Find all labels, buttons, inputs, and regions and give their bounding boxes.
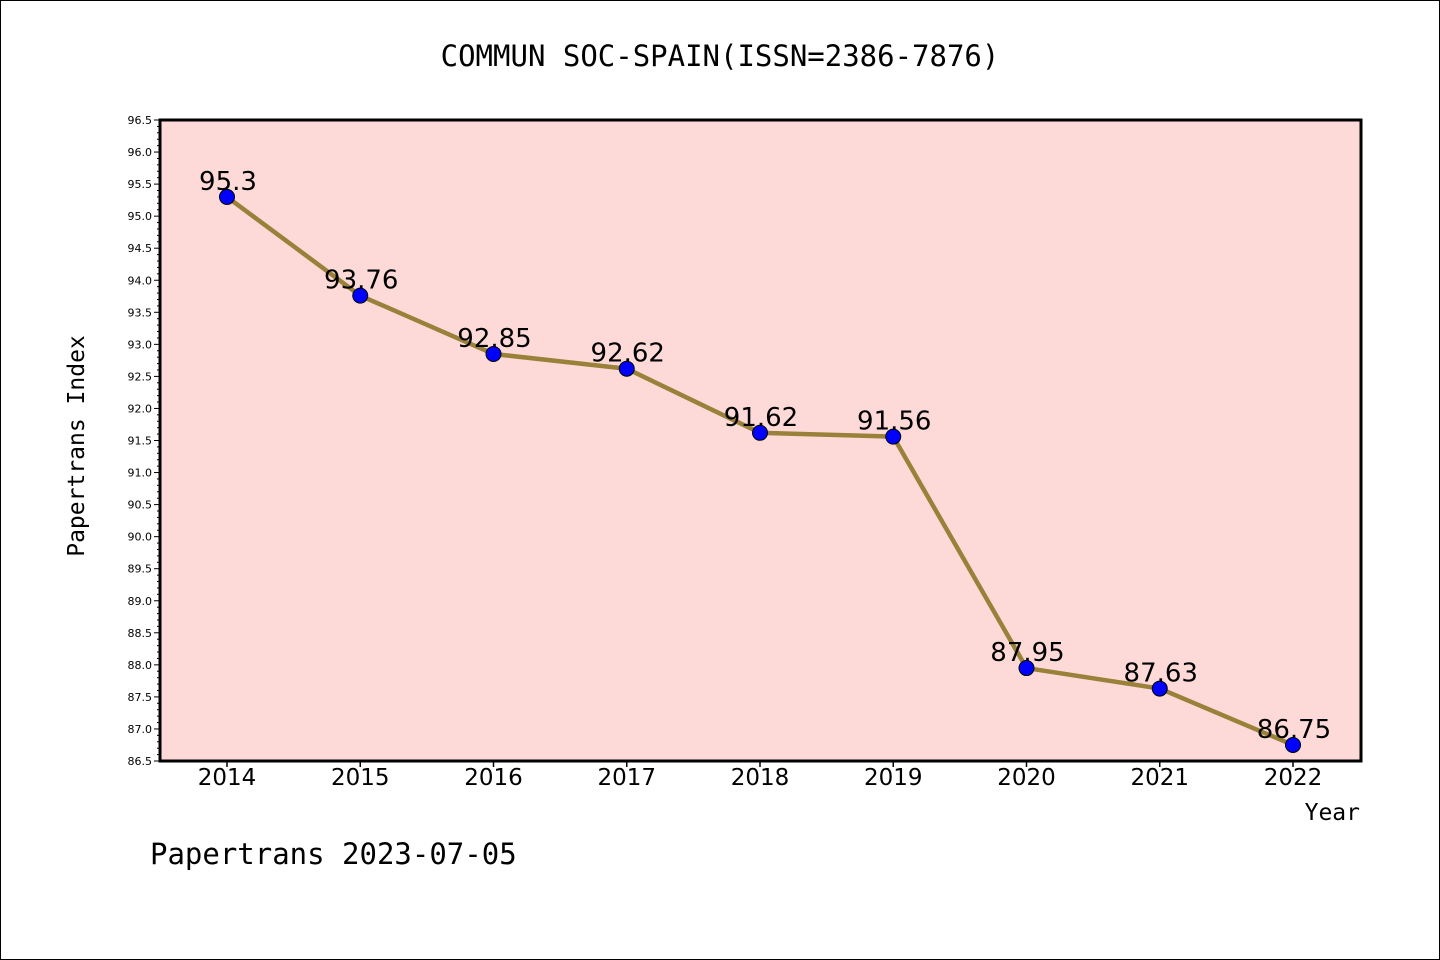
x-tick-label: 2020: [997, 765, 1056, 791]
x-tick-label: 2017: [597, 765, 656, 791]
y-tick-label: 92.5: [128, 370, 153, 383]
data-label: 92.85: [457, 324, 531, 354]
x-axis-label: Year: [1305, 800, 1360, 826]
y-tick-label: 94.0: [128, 274, 153, 287]
x-tick-label: 2022: [1264, 765, 1323, 791]
y-tick-label: 89.0: [128, 595, 153, 608]
y-tick-label: 93.5: [128, 306, 153, 319]
y-tick-label: 92.0: [128, 402, 153, 415]
data-markers: [219, 188, 1301, 753]
data-label: 92.62: [591, 339, 665, 369]
y-tick-label: 95.0: [128, 210, 153, 223]
y-tick-label: 87.0: [128, 723, 153, 736]
data-label: 93.76: [324, 266, 398, 296]
data-point: [352, 287, 369, 304]
data-point: [752, 424, 768, 441]
data-label: 91.62: [724, 403, 798, 433]
y-tick-label: 94.5: [128, 242, 153, 255]
data-point: [219, 188, 235, 205]
x-tick-label: 2018: [731, 765, 790, 791]
y-tick-label: 87.5: [128, 691, 153, 704]
y-tick-label: 91.5: [128, 435, 153, 448]
data-label: 95.3: [199, 167, 257, 197]
y-tick-label: 96.5: [128, 114, 153, 127]
y-tick-label: 86.5: [128, 755, 153, 768]
data-point: [1151, 680, 1168, 697]
data-point: [485, 345, 502, 362]
x-axis: 2014 2015 2016 2017 2018 2019 2020 2021 2022: [198, 761, 1323, 791]
y-tick-label: 96.0: [128, 146, 153, 159]
x-tick-label: 2021: [1130, 765, 1189, 791]
y-tick-label: 89.5: [128, 563, 153, 576]
x-tick-label: 2014: [198, 765, 257, 791]
footer-text: Papertrans 2023-07-05: [150, 837, 517, 871]
data-label: 91.56: [857, 407, 931, 437]
data-point: [885, 428, 902, 445]
y-tick-label: 95.5: [128, 178, 153, 191]
y-axis: 86.5 87.0 87.5 88.0 88.5 89.0 89.5 90.0 90.5 91.0…: [128, 114, 160, 768]
y-tick-label: 88.0: [128, 659, 153, 672]
data-point: [1285, 736, 1301, 753]
data-label: 87.63: [1124, 659, 1198, 689]
y-tick-label: 90.5: [128, 499, 153, 512]
y-tick-label: 88.5: [128, 627, 153, 640]
x-tick-label: 2015: [331, 765, 390, 791]
y-axis-label: Papertrans Index: [64, 335, 90, 557]
chart-title: COMMUN SOC-SPAIN(ISSN=2386-7876): [441, 39, 1000, 73]
data-label: 86.75: [1257, 715, 1331, 745]
data-point: [1018, 660, 1035, 677]
x-tick-label: 2016: [464, 765, 523, 791]
data-point: [618, 360, 635, 377]
data-label: 87.95: [990, 638, 1064, 668]
x-tick-label: 2019: [864, 765, 923, 791]
data-labels: 95.3 93.76 92.85 92.62 91.62 91.56 87.95 87.63 8…: [199, 167, 1331, 745]
y-tick-label: 91.0: [128, 467, 153, 480]
y-tick-label: 90.0: [128, 531, 153, 544]
y-tick-label: 93.0: [128, 338, 153, 351]
